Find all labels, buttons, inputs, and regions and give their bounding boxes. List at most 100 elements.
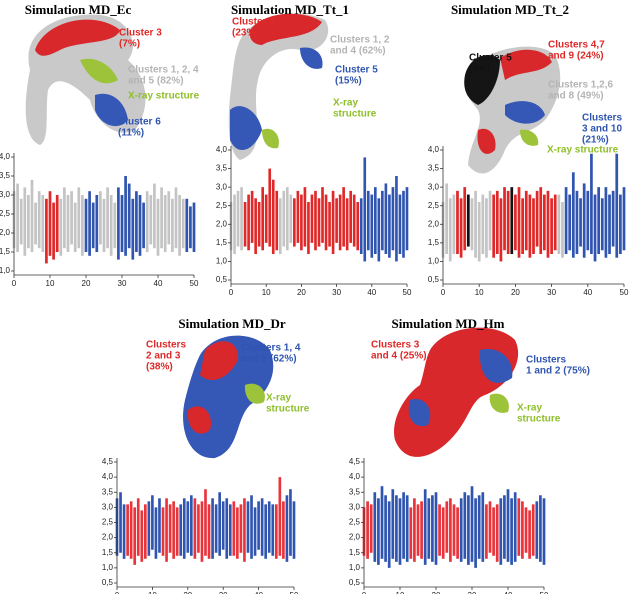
annotation: Clusters 1, 4 <box>241 343 301 354</box>
data-range <box>156 198 160 256</box>
x-tick-label: 20 <box>432 591 441 594</box>
data-range <box>160 187 163 249</box>
data-range <box>271 179 275 254</box>
x-tick-label: 10 <box>148 591 157 594</box>
data-range <box>289 489 292 556</box>
data-range <box>535 190 539 247</box>
data-range <box>467 495 470 565</box>
protein-cluster <box>80 58 118 84</box>
data-range <box>48 191 52 256</box>
y-tick-label: 2,5 <box>349 518 361 527</box>
annotation: and 8 (49%) <box>548 91 604 102</box>
y-tick-label: 2,5 <box>428 201 440 210</box>
data-range <box>600 198 604 251</box>
data-range <box>240 187 243 251</box>
annotation: 2 and 3 <box>146 351 181 362</box>
data-range <box>369 504 373 553</box>
data-range <box>568 194 572 251</box>
data-range <box>452 194 456 254</box>
data-range <box>41 195 45 252</box>
data-range <box>236 507 239 559</box>
data-range <box>363 157 367 262</box>
chart-title: Simulation MD_Ec <box>25 2 132 17</box>
protein-cluster <box>35 19 120 56</box>
data-range <box>597 187 601 254</box>
data-range <box>499 198 503 262</box>
data-range <box>247 194 250 251</box>
data-range <box>127 183 131 249</box>
annotation: X-ray <box>266 393 291 404</box>
x-tick-label: 30 <box>468 591 477 594</box>
data-range <box>528 510 531 559</box>
x-tick-label: 0 <box>229 288 234 297</box>
data-range <box>374 187 377 254</box>
data-range <box>377 198 381 262</box>
data-range <box>521 501 524 559</box>
data-range <box>207 504 211 559</box>
data-range <box>45 198 48 264</box>
data-range <box>413 498 416 562</box>
annotation: (15%) <box>335 76 362 87</box>
x-tick-label: 40 <box>583 288 592 297</box>
data-range <box>539 495 542 562</box>
data-range <box>190 495 193 556</box>
data-range <box>380 486 384 559</box>
annotation: (21%) <box>582 135 609 146</box>
data-range <box>70 191 73 245</box>
data-range <box>395 176 398 262</box>
y-tick-label: 4,0 <box>102 472 114 481</box>
data-range <box>63 187 66 249</box>
x-tick-label: 50 <box>190 279 199 288</box>
annotation: (23%) <box>232 28 259 39</box>
data-range <box>405 495 409 562</box>
protein-cluster <box>95 93 128 127</box>
data-range <box>168 504 172 553</box>
data-range <box>423 489 427 565</box>
data-range <box>524 507 528 553</box>
data-range <box>488 190 492 251</box>
x-tick-label: 20 <box>82 279 91 288</box>
data-range <box>510 187 514 254</box>
data-range <box>377 498 380 565</box>
data-range <box>135 191 138 252</box>
data-range <box>352 194 356 247</box>
data-range <box>391 489 395 559</box>
x-tick-label: 30 <box>118 279 127 288</box>
y-tick-label: 2,0 <box>0 228 11 237</box>
data-range <box>338 194 342 251</box>
data-range <box>543 194 546 251</box>
annotation: X-ray structure <box>547 145 619 156</box>
data-range <box>431 495 434 562</box>
data-range <box>225 498 229 559</box>
annotation: and 5 (82%) <box>128 76 184 87</box>
protein-cluster <box>187 406 211 434</box>
data-range <box>463 187 467 251</box>
data-range <box>456 190 459 254</box>
data-range <box>524 190 528 251</box>
data-range <box>366 501 369 559</box>
data-range <box>542 498 546 565</box>
x-tick-label: 10 <box>46 279 55 288</box>
x-tick-label: 10 <box>475 288 484 297</box>
x-tick-label: 40 <box>154 279 163 288</box>
data-range <box>438 504 441 556</box>
data-range <box>459 198 463 258</box>
y-tick-label: 1,5 <box>349 548 361 557</box>
annotation: Clusters 1, 2, 4 <box>128 65 199 76</box>
data-range <box>214 504 218 553</box>
data-range <box>117 187 120 260</box>
y-tick-label: 3,0 <box>349 502 361 511</box>
y-tick-label: 0,5 <box>102 578 114 587</box>
data-range <box>314 190 317 251</box>
data-range <box>387 501 391 568</box>
data-range <box>571 172 575 258</box>
data-range <box>55 195 59 252</box>
data-range <box>268 168 272 247</box>
annotation: X-ray <box>333 98 358 109</box>
data-range <box>120 195 124 252</box>
x-tick-label: 30 <box>332 288 341 297</box>
data-range <box>236 190 240 247</box>
annotation: (11%) <box>118 128 144 139</box>
data-range <box>274 504 278 559</box>
data-range <box>307 202 310 254</box>
